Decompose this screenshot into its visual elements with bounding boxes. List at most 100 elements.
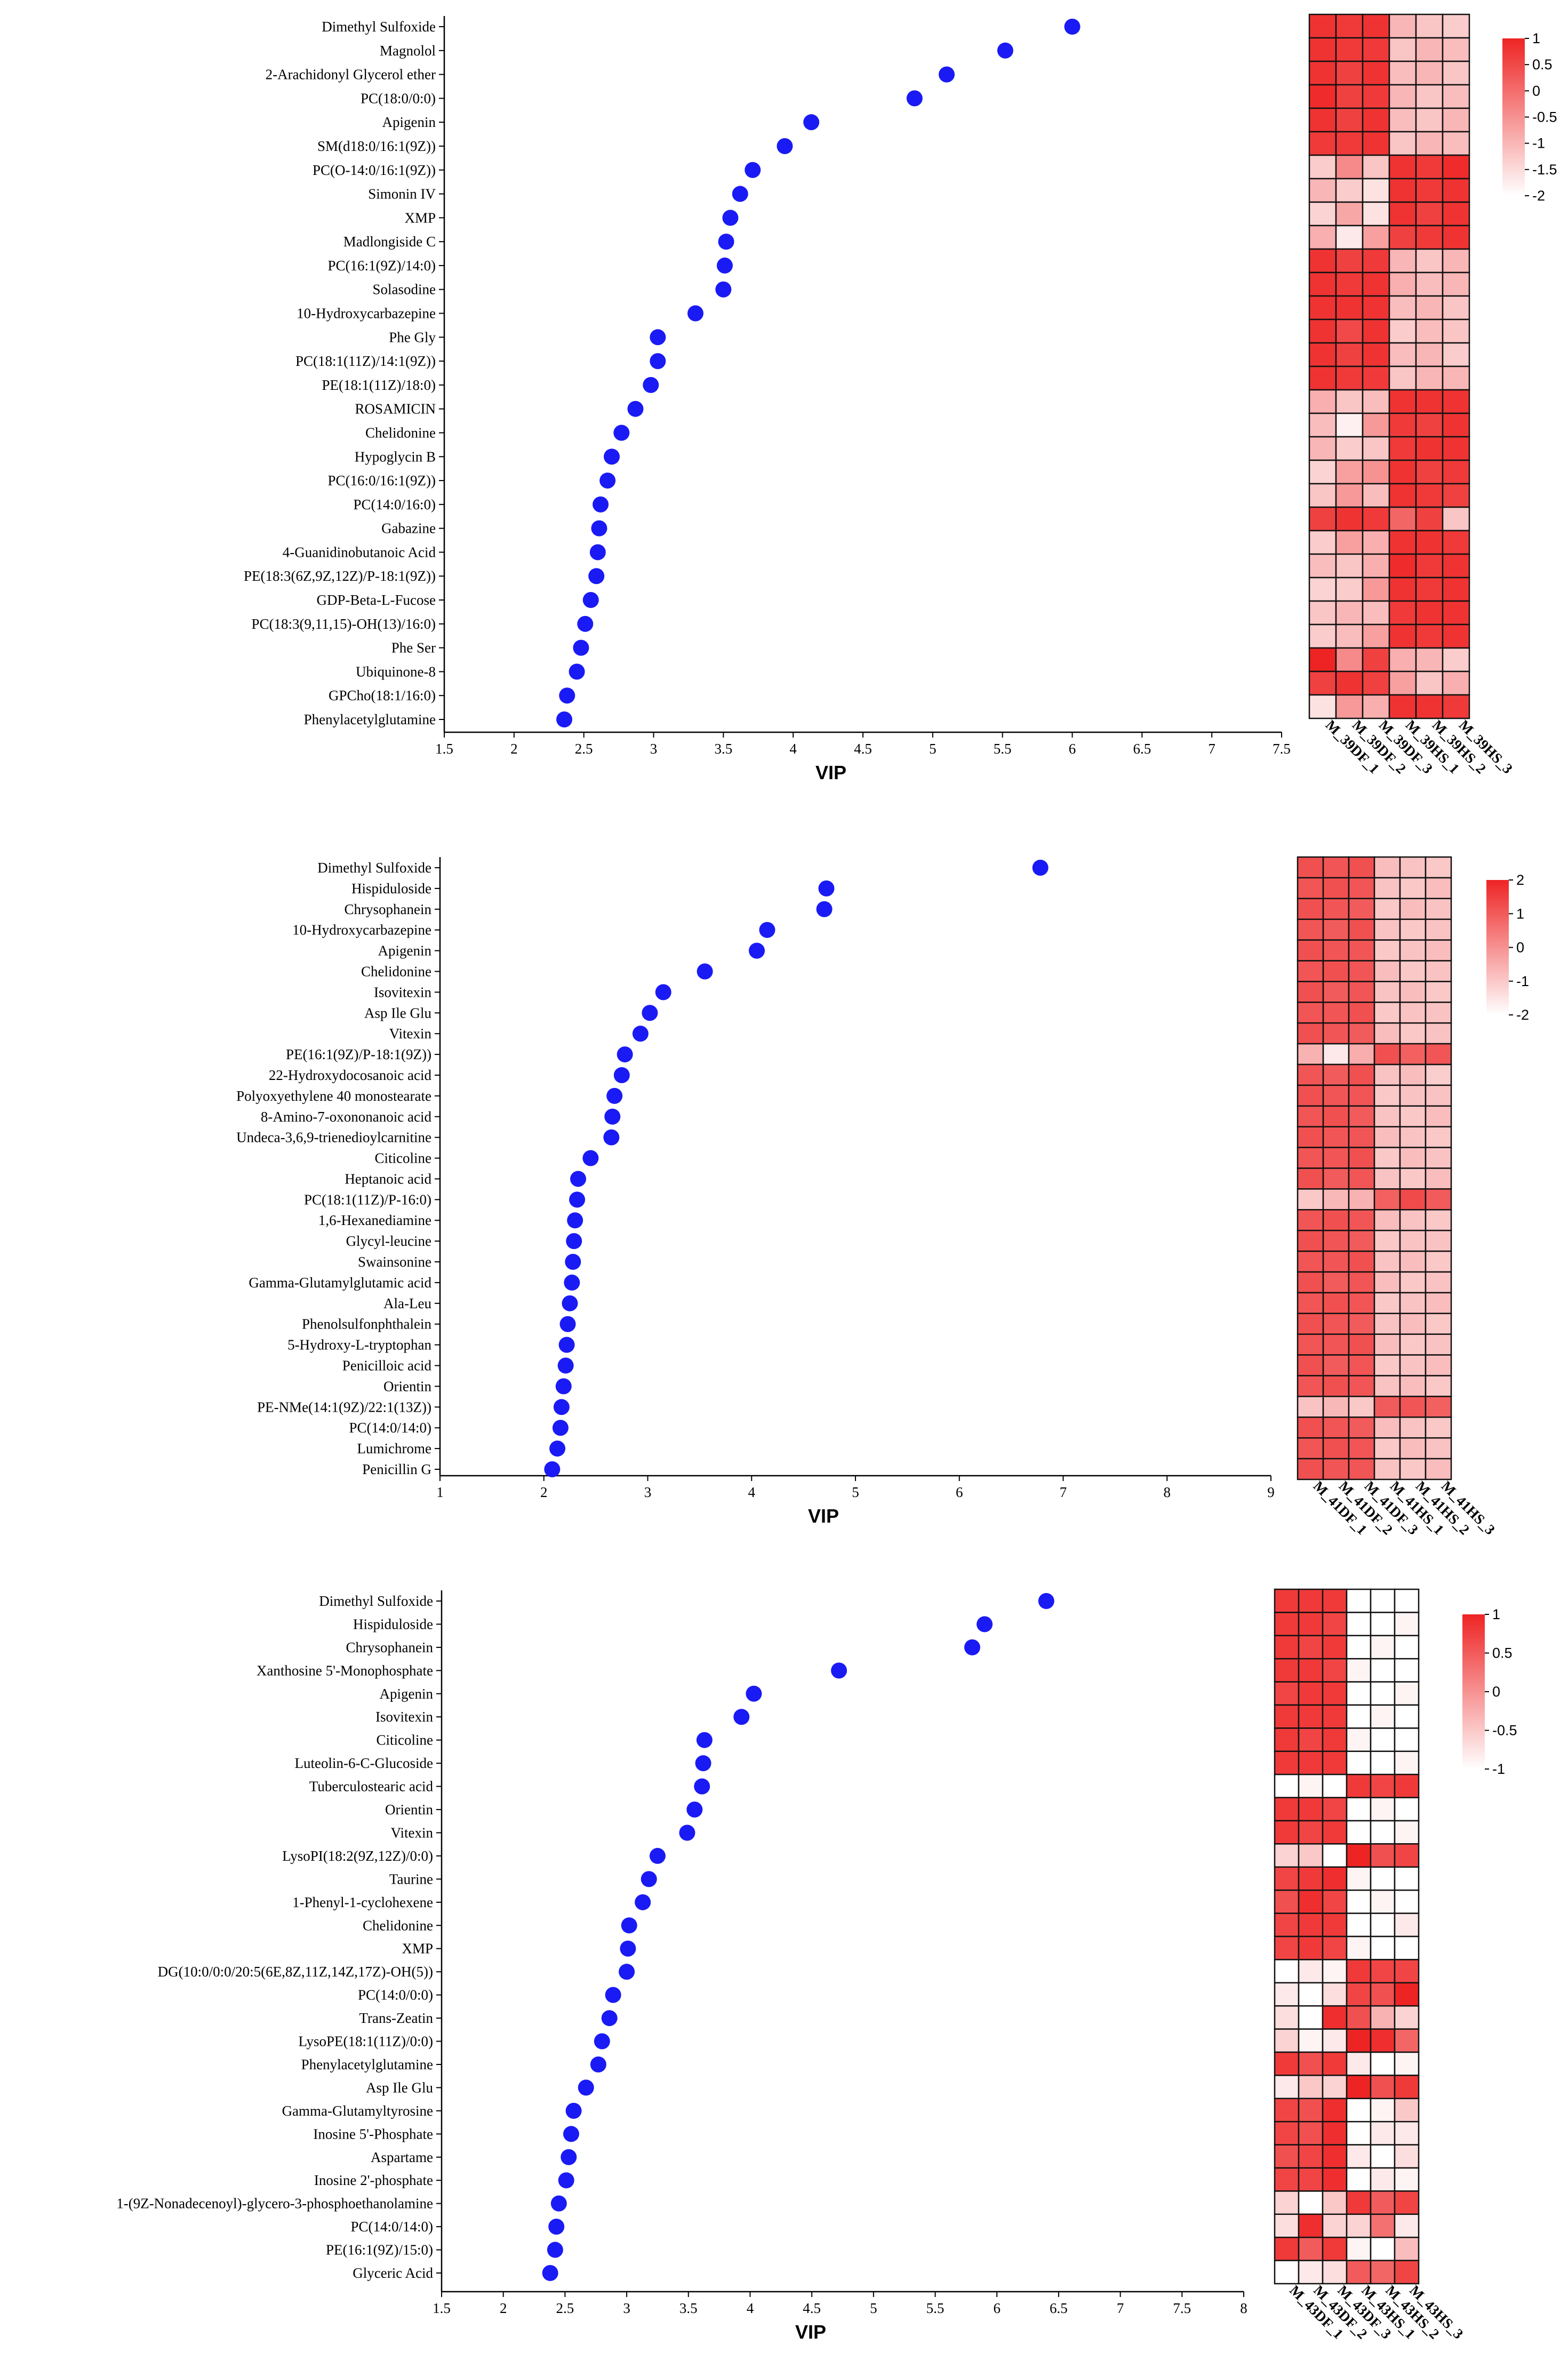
x-tick-label: 1: [436, 1484, 444, 1500]
metabolite-label: Phenylacetylglutamine: [301, 2056, 433, 2072]
heatmap-cell: [1373, 1292, 1401, 1315]
heatmap-cell: [1298, 1612, 1324, 1637]
heatmap-cell: [1399, 1333, 1427, 1356]
legend-tick-label: 1: [1532, 30, 1540, 46]
legend-tick-label: 0.5: [1492, 1645, 1513, 1661]
heatmap-cell: [1348, 877, 1375, 900]
heatmap-cell: [1298, 2190, 1324, 2215]
heatmap-cell: [1335, 577, 1364, 602]
heatmap-cell: [1348, 918, 1375, 941]
heatmap-cell: [1335, 483, 1364, 508]
vip-point: [649, 1847, 666, 1864]
heatmap-cell: [1335, 342, 1364, 367]
heatmap-cell: [1348, 960, 1375, 982]
heatmap-cell: [1322, 1229, 1350, 1252]
heatmap-cell: [1399, 1292, 1427, 1315]
legend-gradient-bar: [1462, 1614, 1485, 1769]
metabolite-label: Xanthosine 5'-Monophosphate: [257, 1662, 433, 1678]
heatmap-cell: [1322, 1612, 1348, 1637]
vip-point: [716, 257, 733, 274]
heatmap-cell: [1425, 1250, 1452, 1273]
vip-point: [562, 1295, 578, 1311]
metabolite-label: PC(18:1(11Z)/P-16:0): [304, 1191, 431, 1207]
vip-point: [606, 1087, 623, 1104]
vip-point: [559, 687, 575, 704]
heatmap-cell: [1297, 1375, 1324, 1397]
heatmap-cell: [1373, 1126, 1401, 1148]
heatmap-cell: [1298, 2028, 1324, 2053]
vip-point: [593, 496, 609, 513]
metabolite-label: Penicilloic acid: [342, 1358, 432, 1374]
heatmap-cell: [1322, 981, 1350, 1003]
heatmap-cell: [1373, 939, 1401, 962]
heatmap-cell: [1370, 1820, 1396, 1845]
x-tick-label: 4: [747, 2300, 754, 2316]
heatmap-cell: [1346, 2213, 1372, 2238]
heatmap-cell: [1362, 412, 1390, 438]
heatmap-cell: [1298, 1681, 1324, 1706]
heatmap-cell: [1322, 1866, 1348, 1891]
heatmap-cell: [1394, 1820, 1420, 1845]
heatmap-cell: [1388, 201, 1417, 227]
heatmap-cell: [1394, 1959, 1420, 1984]
heatmap-cell: [1399, 981, 1427, 1003]
heatmap-cell: [1425, 1375, 1452, 1397]
vip-point: [1038, 1593, 1054, 1609]
metabolite-label: Phenylacetylglutamine: [304, 711, 436, 727]
heatmap-cell: [1335, 506, 1364, 532]
heatmap-cell: [1425, 1396, 1452, 1418]
heatmap-cell: [1335, 553, 1364, 579]
heatmap-cell: [1297, 1396, 1324, 1418]
heatmap-cell: [1274, 1612, 1300, 1637]
heatmap-cell: [1362, 389, 1390, 414]
heatmap-cell: [1442, 577, 1470, 602]
vip-point: [567, 1212, 583, 1229]
heatmap-cell: [1335, 412, 1364, 438]
heatmap-cell: [1322, 1002, 1350, 1024]
color-legend: 1 0.5 0 -0.5 -1 -1.5 -2: [1502, 30, 1557, 204]
vip-point: [604, 449, 620, 465]
heatmap-cell: [1442, 60, 1470, 86]
heatmap-cell: [1308, 271, 1337, 297]
vip-point: [548, 2219, 565, 2235]
metabolite-label: Ala-Leu: [383, 1295, 431, 1311]
heatmap-cell: [1415, 670, 1444, 696]
heatmap-cell: [1425, 1354, 1452, 1376]
heatmap-cell: [1362, 459, 1390, 485]
metabolite-label: DG(10:0/0:0/20:5(6E,8Z,11Z,14Z,17Z)-OH(5…: [158, 1964, 433, 1980]
heatmap-cell: [1425, 1312, 1452, 1335]
vip-point: [621, 1917, 637, 1934]
heatmap-cell: [1322, 1209, 1350, 1231]
x-tick-label: 5.5: [926, 2300, 945, 2316]
heatmap-cell: [1370, 1889, 1396, 1914]
metabolite-label: Hispiduloside: [351, 881, 431, 897]
heatmap-cell: [1322, 1022, 1350, 1045]
heatmap-cell: [1362, 600, 1390, 626]
heatmap-cell: [1308, 107, 1337, 133]
heatmap-cell: [1373, 1250, 1401, 1273]
heatmap-cell: [1394, 1912, 1420, 1938]
metabolite-label: PC(14:0/0:0): [358, 1987, 433, 2003]
heatmap-cell: [1362, 60, 1390, 86]
heatmap-cell: [1297, 960, 1324, 982]
heatmap-cell: [1335, 154, 1364, 180]
heatmap-cell: [1297, 981, 1324, 1003]
heatmap-cell: [1370, 2236, 1396, 2261]
heatmap-cell: [1348, 1209, 1375, 1231]
heatmap-cell: [1322, 1750, 1348, 1775]
heatmap-cell: [1297, 1458, 1324, 1480]
metabolite-label: PE(18:1(11Z)/18:0): [322, 377, 436, 393]
heatmap-cell: [1425, 981, 1452, 1003]
x-tick-label: 8: [1164, 1484, 1171, 1500]
heatmap-cell: [1442, 13, 1470, 39]
heatmap-cell: [1388, 131, 1417, 156]
heatmap-cell: [1322, 1658, 1348, 1683]
heatmap-cell: [1274, 2260, 1300, 2285]
heatmap-cell: [1346, 2028, 1372, 2053]
metabolite-label: Lumichrome: [357, 1440, 431, 1456]
heatmap-cell: [1425, 898, 1452, 920]
heatmap-cell: [1298, 2236, 1324, 2261]
heatmap-cell: [1322, 898, 1350, 920]
heatmap-cell: [1308, 178, 1337, 203]
metabolite-label: Magnolol: [380, 43, 436, 59]
